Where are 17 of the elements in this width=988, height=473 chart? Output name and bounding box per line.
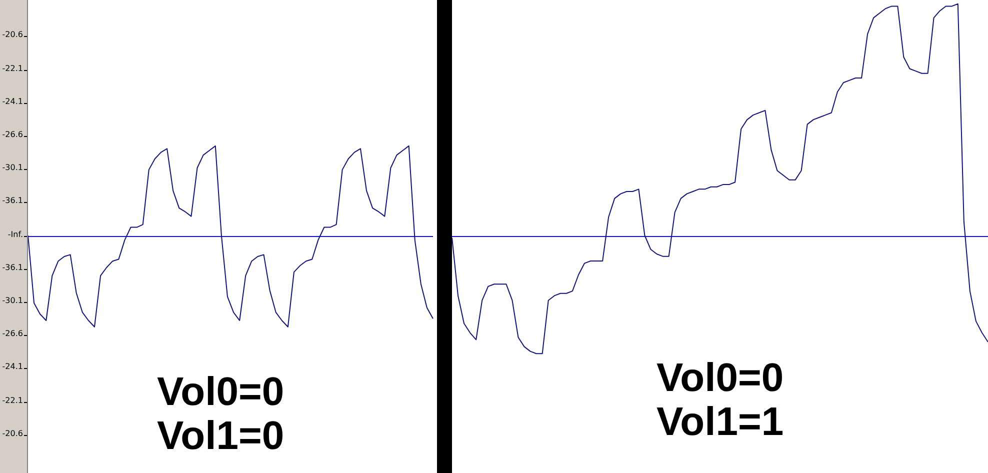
text: -24.1	[2, 96, 23, 108]
text: -36.1	[2, 262, 23, 274]
text: -36.1	[2, 196, 23, 208]
text: -20.6	[2, 30, 23, 42]
text: Vol1=1	[656, 400, 784, 444]
text: -26.6	[2, 130, 23, 141]
text: Vol0=0	[656, 356, 784, 400]
text: -30.1	[2, 163, 23, 174]
text: Vol0=0	[156, 370, 284, 414]
text: -30.1	[2, 296, 23, 307]
text: Vol1=0	[156, 414, 284, 458]
text: -Inf.	[8, 230, 23, 240]
text: -22.1	[2, 64, 23, 74]
text: -22.1	[2, 396, 23, 406]
text: -20.6	[2, 428, 23, 440]
text: -24.1	[2, 362, 23, 374]
text: -26.6	[2, 329, 23, 340]
